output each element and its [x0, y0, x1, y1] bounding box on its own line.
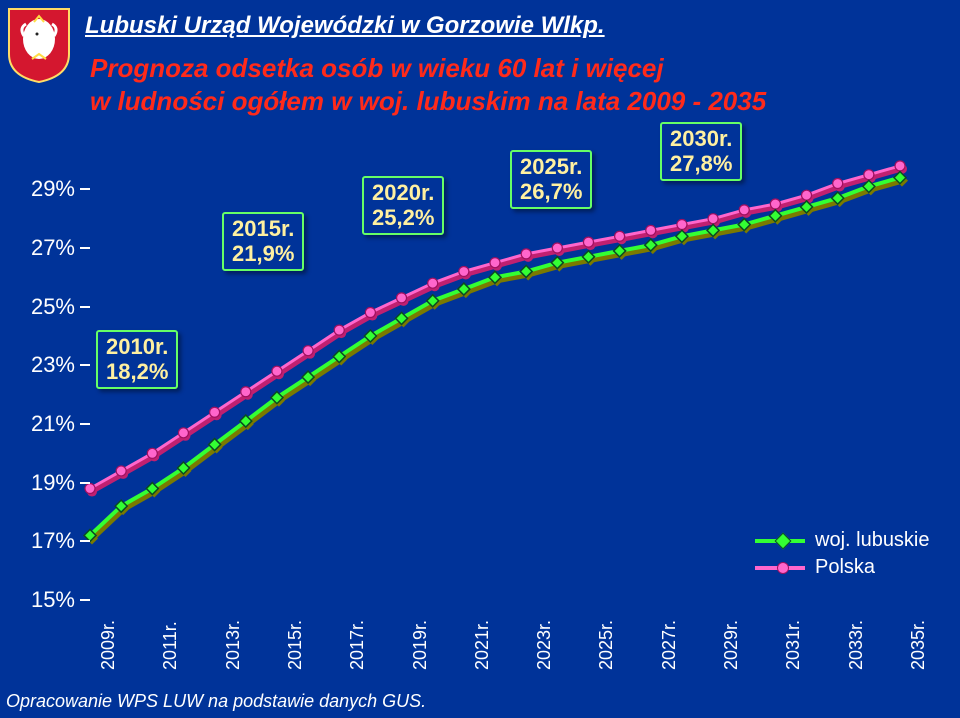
x-tick-label: 2025r.	[596, 620, 617, 670]
x-tick-label: 2023r.	[534, 620, 555, 670]
y-tick-label: 27%	[31, 235, 75, 261]
callout-year: 2010r.	[106, 334, 168, 359]
y-tick	[80, 247, 90, 249]
callout-value: 27,8%	[670, 151, 732, 176]
callout-year: 2015r.	[232, 216, 294, 241]
chart	[0, 130, 960, 670]
callout-box: 2025r.26,7%	[510, 150, 592, 209]
callout-year: 2030r.	[670, 126, 732, 151]
x-tick-label: 2013r.	[223, 620, 244, 670]
y-tick-label: 21%	[31, 411, 75, 437]
callout-box: 2015r.21,9%	[222, 212, 304, 271]
y-tick	[80, 188, 90, 190]
callout-year: 2020r.	[372, 180, 434, 205]
y-tick-label: 29%	[31, 176, 75, 202]
legend-label: woj. lubuskie	[815, 529, 930, 552]
y-tick	[80, 599, 90, 601]
y-tick	[80, 306, 90, 308]
y-tick	[80, 540, 90, 542]
y-tick	[80, 482, 90, 484]
x-tick-label: 2011r.	[160, 621, 181, 670]
y-tick	[80, 423, 90, 425]
page-subtitle: Prognoza odsetka osób w wieku 60 lat i w…	[90, 52, 766, 117]
page-header: Lubuski Urząd Wojewódzki w Gorzowie Wlkp…	[85, 12, 605, 40]
subtitle-line2: w ludności ogółem w woj. lubuskim na lat…	[90, 86, 766, 116]
x-tick-label: 2033r.	[846, 620, 867, 670]
x-tick-label: 2035r.	[908, 620, 929, 670]
legend-label: Polska	[815, 556, 875, 579]
legend-item: woj. lubuskie	[755, 529, 930, 552]
x-tick-label: 2027r.	[659, 620, 680, 670]
callout-value: 18,2%	[106, 359, 168, 384]
x-tick-label: 2009r.	[98, 620, 119, 670]
y-tick-label: 23%	[31, 352, 75, 378]
y-tick-label: 25%	[31, 294, 75, 320]
legend-item: Polska	[755, 556, 930, 579]
callout-box: 2020r.25,2%	[362, 176, 444, 235]
footer-text: Opracowanie WPS LUW na podstawie danych …	[6, 691, 426, 712]
callout-year: 2025r.	[520, 154, 582, 179]
callout-box: 2030r.27,8%	[660, 122, 742, 181]
y-tick-label: 15%	[31, 587, 75, 613]
x-tick-label: 2015r.	[285, 620, 306, 670]
y-tick-label: 19%	[31, 470, 75, 496]
callout-value: 26,7%	[520, 179, 582, 204]
legend: woj. lubuskie Polska	[755, 525, 930, 583]
callout-value: 21,9%	[232, 241, 294, 266]
x-tick-label: 2021r.	[472, 620, 493, 670]
x-tick-label: 2017r.	[347, 620, 368, 670]
x-tick-label: 2029r.	[721, 620, 742, 670]
x-tick-label: 2019r.	[410, 620, 431, 670]
callout-value: 25,2%	[372, 205, 434, 230]
callout-box: 2010r.18,2%	[96, 330, 178, 389]
x-tick-label: 2031r.	[783, 620, 804, 670]
emblem-icon	[4, 4, 74, 89]
y-tick-label: 17%	[31, 528, 75, 554]
y-tick	[80, 364, 90, 366]
subtitle-line1: Prognoza odsetka osób w wieku 60 lat i w…	[90, 53, 664, 83]
